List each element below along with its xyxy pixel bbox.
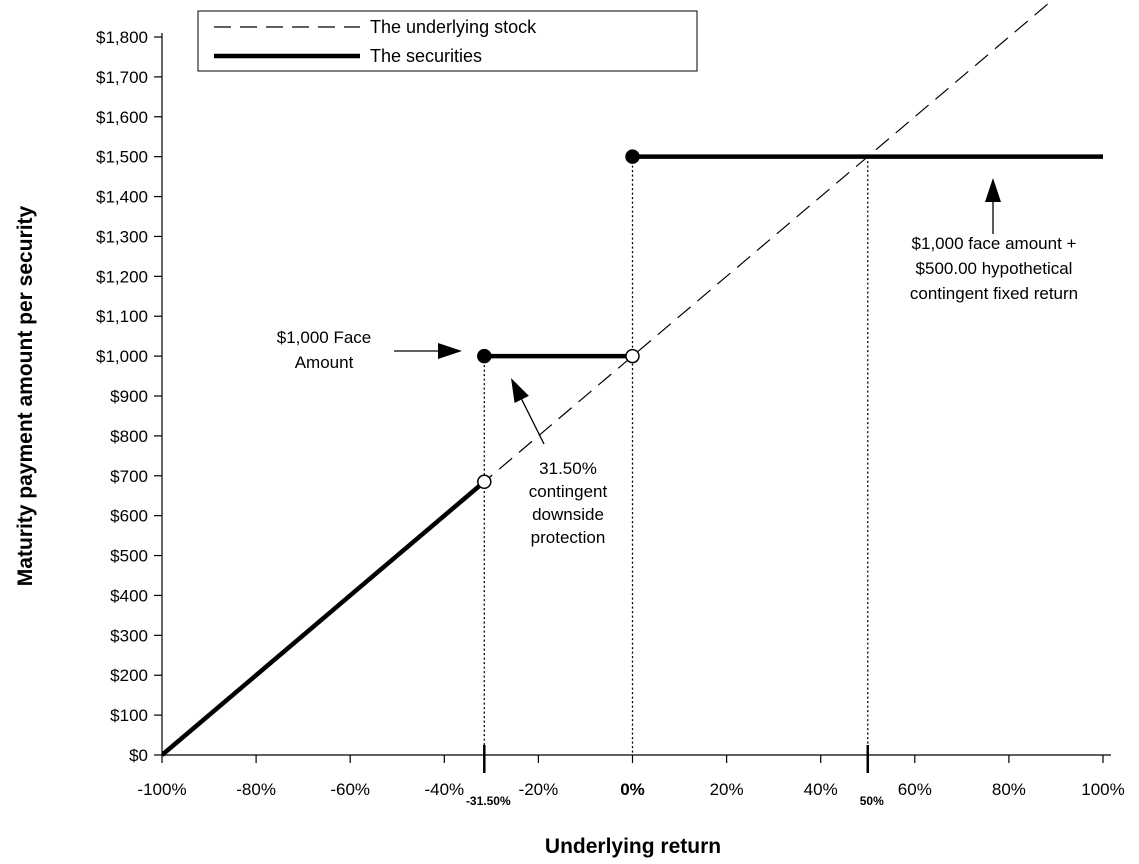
downside-protection-annotation: 31.50% — [539, 459, 597, 478]
y-tick-label: $1,400 — [96, 188, 148, 207]
protection-arrow-shaft — [521, 399, 545, 445]
y-tick-label: $200 — [110, 666, 148, 685]
x-tick-label: 0% — [620, 780, 645, 799]
x-tick-label: 20% — [710, 780, 744, 799]
y-tick-label: $700 — [110, 467, 148, 486]
face-arrow-head — [438, 343, 462, 359]
y-tick-label: $600 — [110, 507, 148, 526]
y-tick-label: $1,200 — [96, 267, 148, 286]
y-tick-label: $300 — [110, 626, 148, 645]
x-tick-label: -40% — [424, 780, 464, 799]
x-tick-label: 100% — [1081, 780, 1124, 799]
series-underlying-stock-line — [162, 0, 1054, 756]
fixed-return-annotation: $1,000 face amount + — [912, 234, 1077, 253]
y-tick-label: $0 — [129, 746, 148, 765]
downside-protection-annotation: protection — [531, 528, 606, 547]
x-axis-title: Underlying return — [545, 835, 721, 858]
open-point — [625, 348, 640, 364]
legend-label-securities: The securities — [370, 46, 482, 66]
y-tick-label: $1,700 — [96, 68, 148, 87]
y-tick-label: $900 — [110, 387, 148, 406]
series-securities-segment — [162, 480, 486, 757]
y-tick-label: $800 — [110, 427, 148, 446]
protection-arrow-head — [511, 378, 529, 404]
x-tick-label: -80% — [236, 780, 276, 799]
y-tick-label: $1,600 — [96, 108, 148, 127]
legend-label-underlying-stock: The underlying stock — [370, 17, 537, 37]
downside-protection-annotation: downside — [532, 505, 604, 524]
downside-protection-annotation: contingent — [529, 482, 608, 501]
fixed-return-annotation: contingent fixed return — [910, 284, 1078, 303]
x-marker-label: 50% — [860, 794, 884, 808]
x-tick-label: -100% — [137, 780, 186, 799]
x-tick-label: -20% — [519, 780, 559, 799]
y-tick-label: $1,000 — [96, 347, 148, 366]
y-tick-label: $100 — [110, 706, 148, 725]
open-point — [477, 474, 492, 490]
filled-point — [625, 149, 640, 164]
legend-box — [197, 10, 698, 72]
x-tick-label: 40% — [804, 780, 838, 799]
x-tick-label: -60% — [330, 780, 370, 799]
x-marker-label: -31.50% — [466, 794, 511, 808]
fixed-return-annotation: $500.00 hypothetical — [916, 259, 1073, 278]
y-tick-label: $1,500 — [96, 148, 148, 167]
x-tick-label: 60% — [898, 780, 932, 799]
y-tick-label: $1,100 — [96, 307, 148, 326]
y-tick-label: $1,800 — [96, 28, 148, 47]
y-tick-label: $1,300 — [96, 227, 148, 246]
fixed-return-arrow-head — [985, 178, 1001, 202]
face-amount-annotation: Amount — [295, 353, 354, 372]
y-tick-label: $500 — [110, 547, 148, 566]
y-tick-label: $400 — [110, 586, 148, 605]
face-amount-annotation: $1,000 Face — [277, 328, 372, 347]
filled-point — [477, 348, 492, 364]
x-tick-label: 80% — [992, 780, 1026, 799]
y-axis-title: Maturity payment amount per security — [14, 205, 37, 586]
